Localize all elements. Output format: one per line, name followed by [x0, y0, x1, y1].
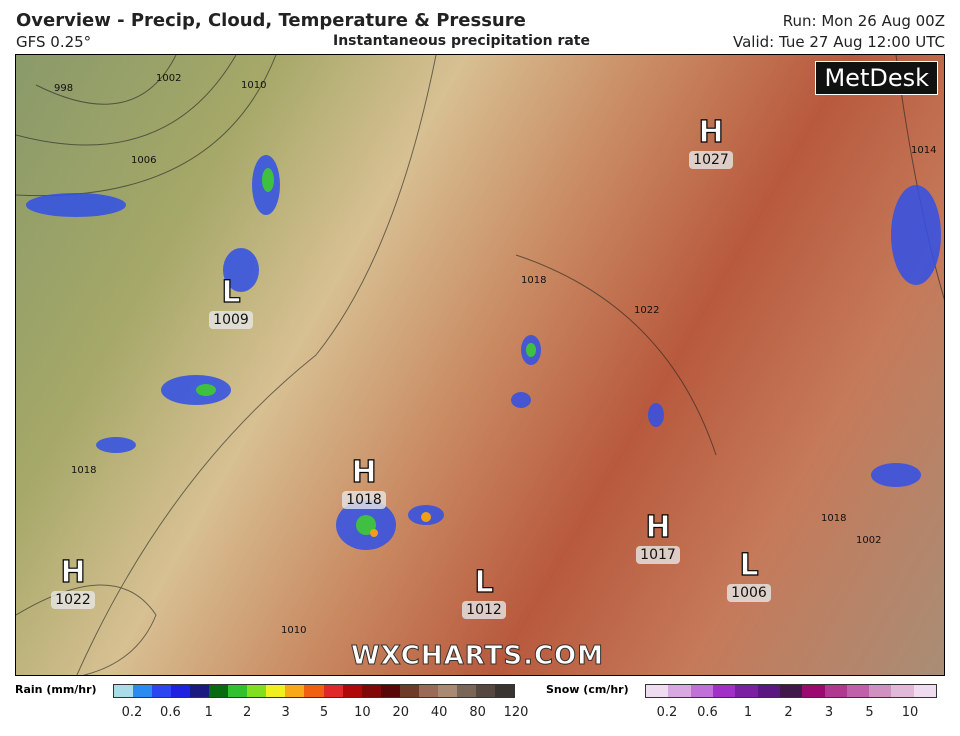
snow-tick-label: 3: [824, 705, 834, 720]
colorbar-swatch: [228, 685, 248, 697]
colorbar-swatch: [456, 685, 476, 697]
colorbar-swatch: [247, 685, 267, 697]
intense-rain-areas: [370, 512, 431, 537]
colorbar-swatch: [190, 685, 210, 697]
chart-title: Overview - Precip, Cloud, Temperature & …: [16, 10, 526, 31]
rain-tick-label: 40: [430, 705, 448, 720]
subtitle: Instantaneous precipitation rate: [333, 33, 590, 49]
isobar-label: 1022: [634, 305, 660, 316]
rain-tick-label: 5: [319, 705, 329, 720]
pressure-center: H 1022: [43, 556, 103, 609]
colorbar-swatch: [304, 685, 324, 697]
colorbar-swatch: [361, 685, 381, 697]
isobar-label: 1002: [156, 73, 182, 84]
isobar-label: 1018: [71, 465, 97, 476]
metdesk-logo: MetDesk: [815, 61, 938, 95]
snow-tick-label: 10: [901, 705, 919, 720]
colorbar-swatch: [646, 685, 669, 697]
colorbar-swatch: [846, 685, 870, 697]
snow-tick-label: 2: [784, 705, 793, 720]
colorbar-swatch: [712, 685, 736, 697]
rain-tick-label: 1: [204, 705, 213, 720]
colorbar-swatch: [779, 685, 803, 697]
valid-time: Valid: Tue 27 Aug 12:00 UTC: [733, 33, 945, 51]
rain-tick-label: 80: [469, 705, 486, 720]
rain-legend-label: Rain (mm/hr): [15, 683, 97, 696]
colorbar-swatch: [418, 685, 438, 697]
pressure-center: H 1027: [681, 116, 741, 169]
colorbar-swatch: [757, 685, 780, 697]
colorbar-swatch: [437, 685, 457, 697]
isobar-label: 1002: [856, 535, 882, 546]
rain-tick-label: 10: [354, 705, 371, 720]
snow-colorbar: [645, 684, 937, 698]
colorbar-swatch: [209, 685, 229, 697]
colorbar-swatch: [342, 685, 362, 697]
heavy-rain-areas: [196, 168, 536, 535]
colorbar-swatch: [735, 685, 758, 697]
rain-colorbar: [113, 684, 515, 698]
rain-tick-label: 120: [503, 705, 529, 720]
colorbar-swatch: [171, 685, 191, 697]
rain-tick-label: 3: [281, 705, 290, 720]
colorbar-swatch: [285, 685, 305, 697]
snow-tick-label: 1: [743, 705, 753, 720]
snow-tick-label: 0.6: [697, 705, 718, 720]
isobar-label: 1018: [821, 513, 847, 524]
pressure-center: H 1018: [334, 456, 394, 509]
rain-tick-label: 0.2: [121, 705, 143, 720]
isobar-label: 1010: [281, 625, 307, 636]
colorbar-swatch: [668, 685, 691, 697]
colorbar-swatch: [869, 685, 892, 697]
colorbar-swatch: [399, 685, 419, 697]
colorbar-swatch: [266, 685, 286, 697]
watermark: WXCHARTS.COM: [350, 641, 605, 672]
isobar-label: 1014: [911, 145, 937, 156]
colorbar-swatch: [475, 685, 495, 697]
colorbar-swatch: [690, 685, 713, 697]
pressure-center: L 1012: [454, 566, 514, 619]
colorbar-swatch: [114, 685, 134, 697]
pressure-center: H 1017: [628, 511, 688, 564]
colorbar-swatch: [494, 685, 514, 697]
colorbar-swatch: [891, 685, 914, 697]
snow-legend-label: Snow (cm/hr): [546, 683, 629, 696]
pressure-center: L 1009: [201, 276, 261, 329]
rain-tick-label: 2: [243, 705, 252, 720]
snow-tick-label: 5: [865, 705, 874, 720]
model-label: GFS 0.25°: [16, 33, 92, 51]
colorbar-swatch: [152, 685, 172, 697]
rain-tick-label: 20: [392, 705, 410, 720]
run-time: Run: Mon 26 Aug 00Z: [782, 12, 945, 30]
isobar-label: 1006: [131, 155, 157, 166]
colorbar-swatch: [913, 685, 937, 697]
snow-tick-label: 0.2: [656, 705, 678, 720]
rain-areas: [26, 155, 941, 550]
pressure-center: L 1006: [719, 549, 779, 602]
rain-tick-label: 0.6: [160, 705, 181, 720]
colorbar-swatch: [380, 685, 400, 697]
colorbar-swatch: [802, 685, 825, 697]
colorbar-swatch: [323, 685, 343, 697]
isobar-label: 1018: [521, 275, 547, 286]
isobar-label: 998: [54, 83, 74, 94]
isobar-label: 1010: [241, 80, 267, 91]
colorbar-swatch: [824, 685, 847, 697]
colorbar-swatch: [133, 685, 153, 697]
